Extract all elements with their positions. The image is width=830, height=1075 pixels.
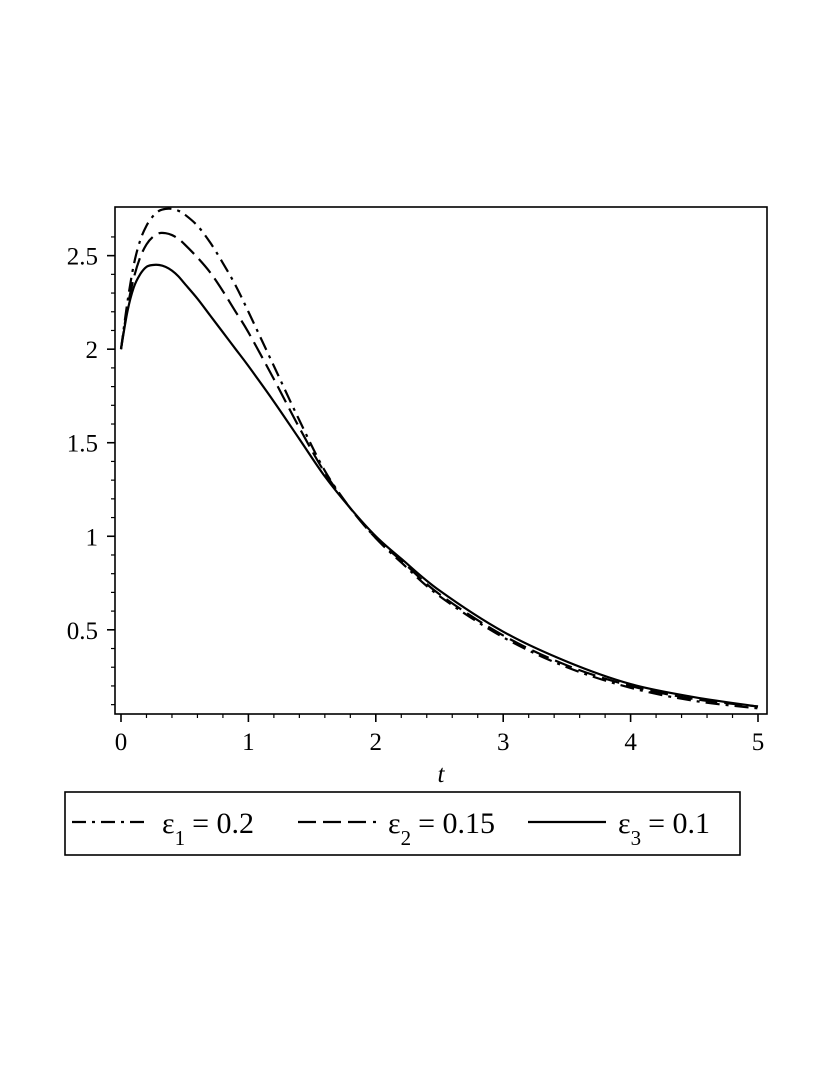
major-ticks xyxy=(107,254,759,722)
y-tick-label: 2.5 xyxy=(67,244,98,271)
legend-box xyxy=(64,791,741,856)
series-line-3 xyxy=(119,263,759,708)
x-tick-label: 5 xyxy=(752,729,765,756)
series-layer xyxy=(119,207,759,710)
x-tick-label: 2 xyxy=(370,729,383,756)
x-tick-label: 0 xyxy=(115,729,128,756)
legend-label: ε1 = 0.2 xyxy=(162,807,254,850)
legend-entry-3: ε3 = 0.1 xyxy=(528,807,710,850)
legend: ε1 = 0.2 ε2 = 0.15 ε3 = 0.1 xyxy=(64,791,741,856)
x-tick-label: 4 xyxy=(624,729,637,756)
legend-entry-1: ε1 = 0.2 xyxy=(72,807,254,850)
series-line-2 xyxy=(119,231,759,708)
x-tick-label: 1 xyxy=(242,729,255,756)
series-line-1 xyxy=(119,207,759,710)
minor-ticks xyxy=(111,236,734,718)
x-tick-labels: 0 1 2 3 4 5 xyxy=(115,729,765,756)
legend-label: ε2 = 0.15 xyxy=(388,807,495,850)
legend-entry-2: ε2 = 0.15 xyxy=(298,807,495,850)
y-tick-label: 0.5 xyxy=(67,618,98,645)
plot-frame xyxy=(114,206,768,715)
legend-label: ε3 = 0.1 xyxy=(618,807,710,850)
y-tick-label: 2 xyxy=(86,337,99,364)
y-tick-label: 1.5 xyxy=(67,431,98,458)
x-tick-label: 3 xyxy=(497,729,510,756)
legend-entries: ε1 = 0.2 ε2 = 0.15 ε3 = 0.1 xyxy=(72,807,710,850)
y-tick-labels: 0.5 1 1.5 2 2.5 xyxy=(67,244,98,645)
y-tick-label: 1 xyxy=(86,524,99,551)
x-axis-title: t xyxy=(438,761,446,788)
